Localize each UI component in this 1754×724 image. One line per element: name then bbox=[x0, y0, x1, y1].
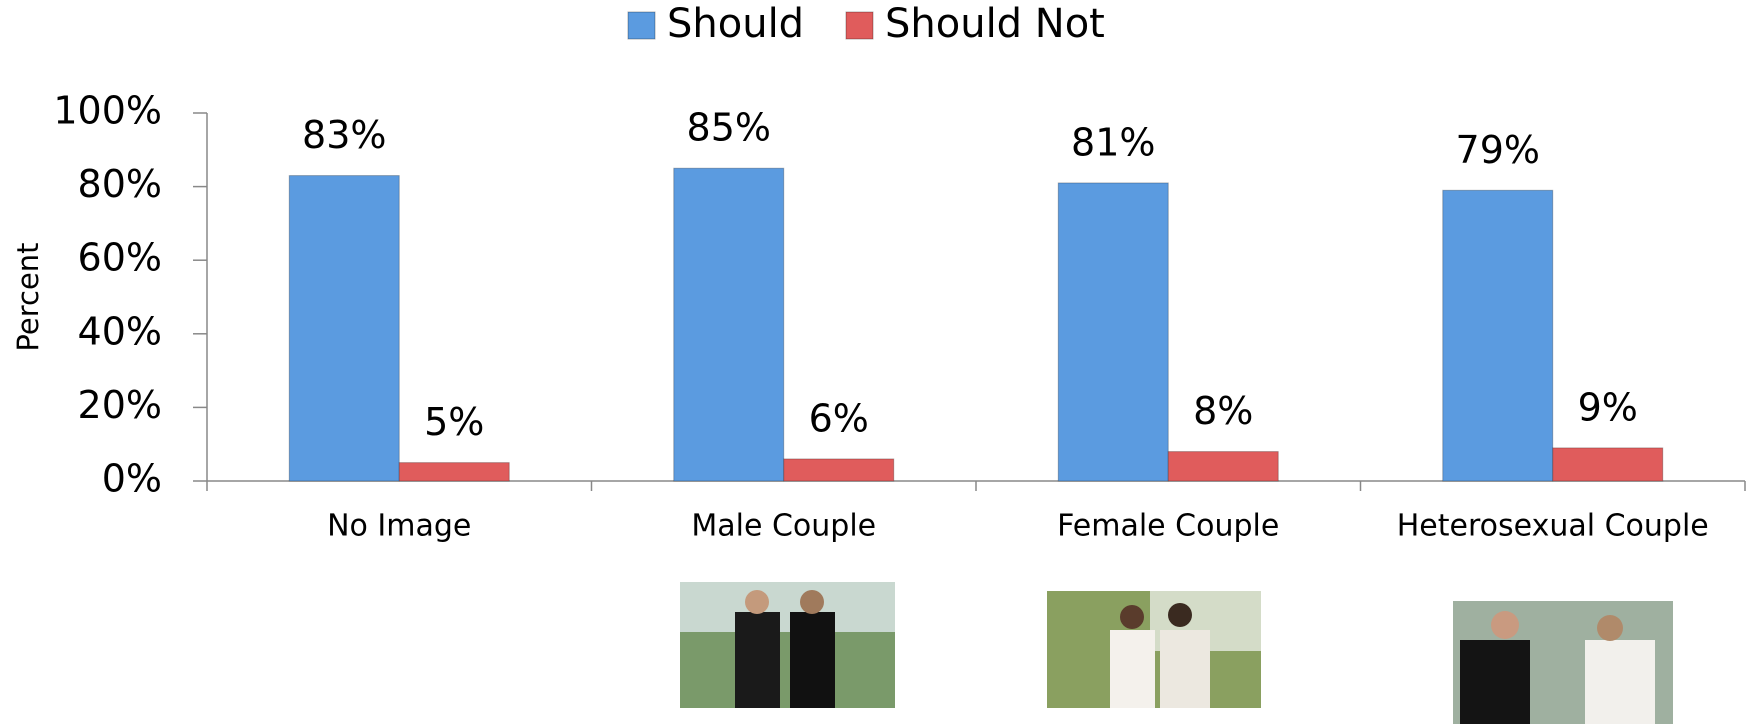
value-label: 8% bbox=[1193, 389, 1253, 433]
x-tick-label: Heterosexual Couple bbox=[1397, 509, 1709, 544]
bar bbox=[398, 462, 510, 482]
bar bbox=[783, 458, 895, 482]
y-tick-label: 80% bbox=[78, 162, 162, 206]
y-axis-label: Percent bbox=[11, 242, 45, 351]
photo bbox=[1453, 601, 1673, 724]
bar bbox=[1442, 189, 1554, 482]
x-tick-label: No Image bbox=[327, 509, 471, 544]
value-label: 5% bbox=[424, 400, 484, 444]
y-tick-label: 40% bbox=[78, 309, 162, 353]
photo bbox=[680, 582, 895, 708]
bar bbox=[1552, 447, 1664, 482]
bar bbox=[673, 167, 785, 482]
photo bbox=[1047, 591, 1261, 708]
value-label: 9% bbox=[1578, 385, 1638, 429]
value-label: 79% bbox=[1456, 128, 1540, 172]
bar bbox=[288, 175, 400, 482]
y-tick-label: 100% bbox=[53, 89, 162, 133]
value-label: 83% bbox=[302, 113, 386, 157]
y-tick-label: 20% bbox=[78, 383, 162, 427]
x-tick-label: Male Couple bbox=[691, 509, 876, 544]
value-label: 85% bbox=[687, 106, 771, 150]
bar bbox=[1167, 451, 1279, 482]
value-label: 81% bbox=[1071, 120, 1155, 164]
legend-label: Should Not bbox=[885, 1, 1105, 47]
legend-swatch bbox=[627, 11, 656, 40]
legend-label: Should bbox=[667, 1, 804, 47]
x-tick-label: Female Couple bbox=[1057, 509, 1279, 544]
y-tick-label: 0% bbox=[102, 457, 162, 501]
bar bbox=[1057, 182, 1169, 482]
value-label: 6% bbox=[809, 396, 869, 440]
y-tick-label: 60% bbox=[78, 236, 162, 280]
legend-swatch bbox=[845, 11, 874, 40]
